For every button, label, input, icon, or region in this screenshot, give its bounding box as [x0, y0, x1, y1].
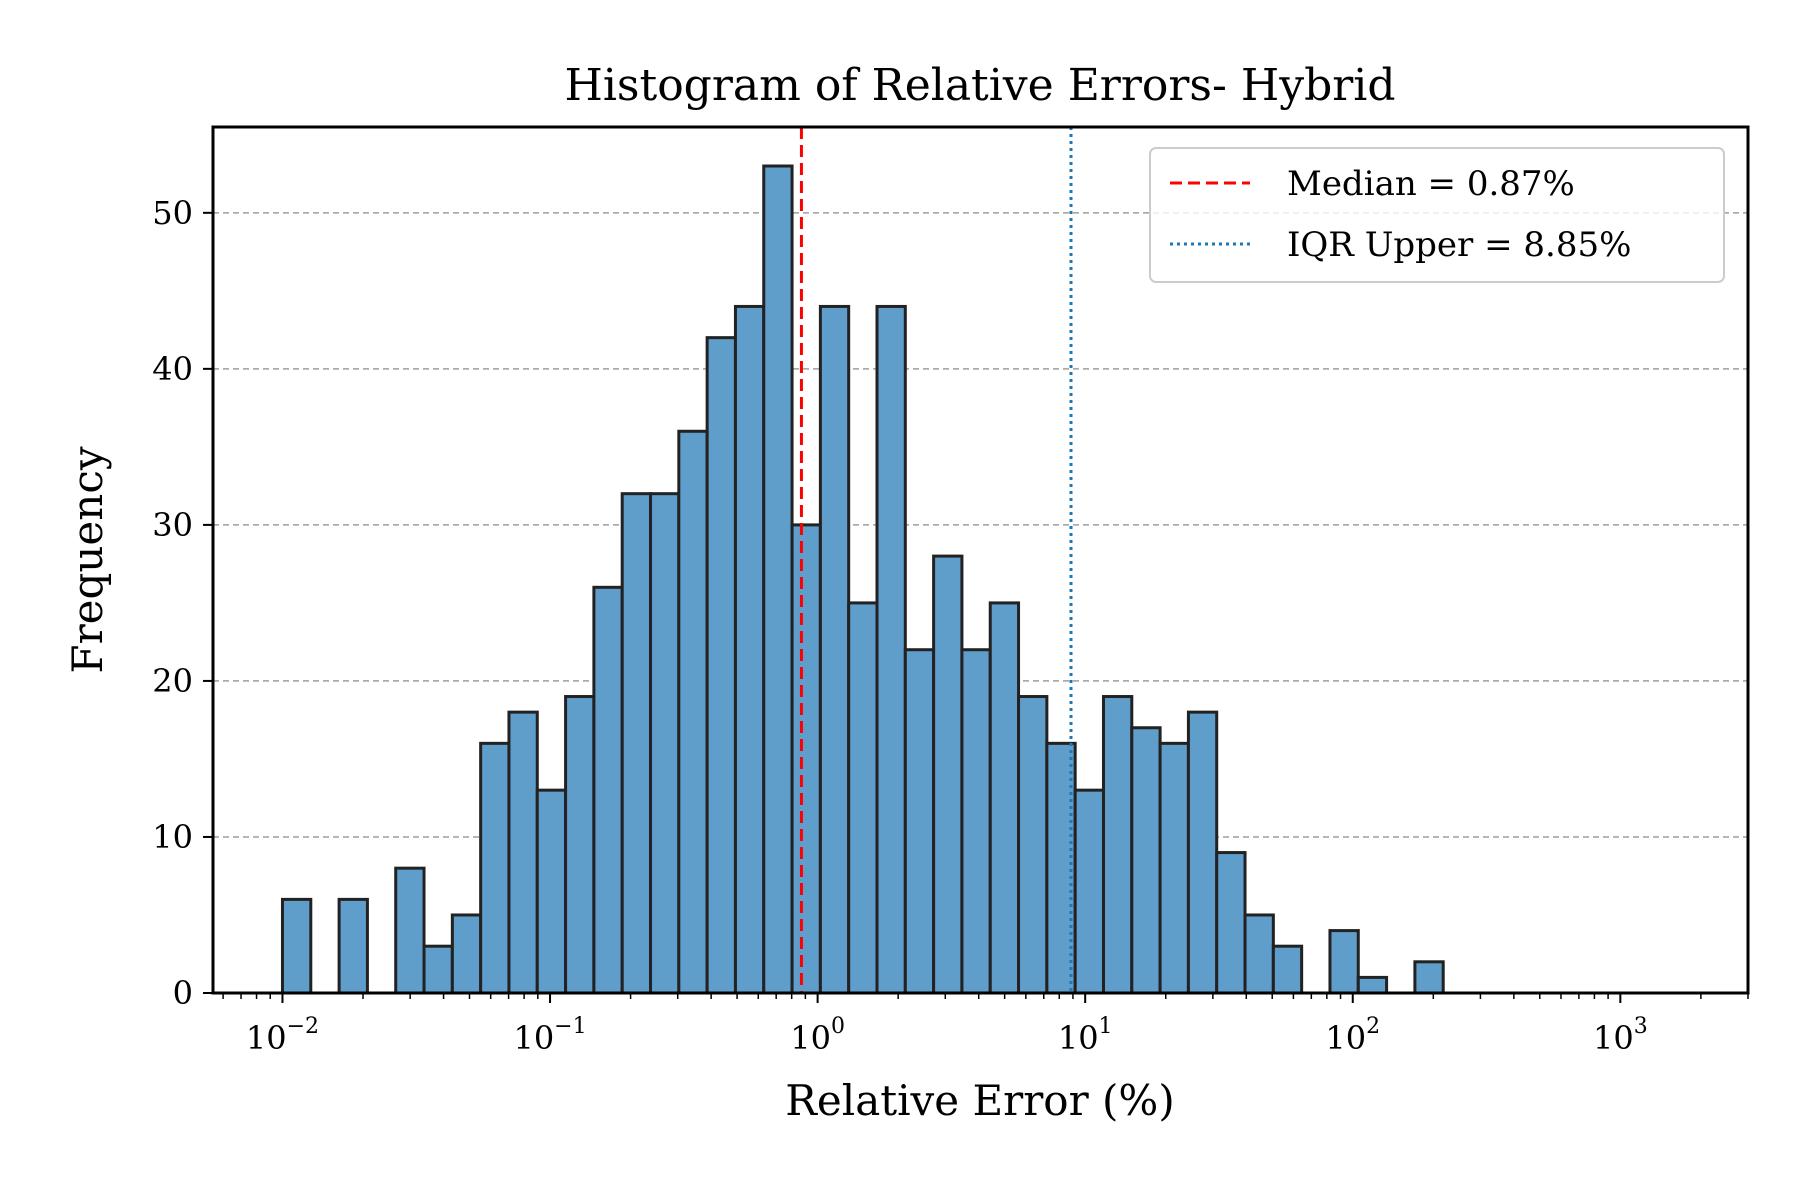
histogram-bar — [1017, 695, 1049, 995]
histogram-bar — [1130, 726, 1162, 995]
reference-lines — [799, 127, 1073, 993]
histogram-bar — [1356, 975, 1389, 995]
histogram-bar — [649, 492, 681, 995]
histogram-bar — [280, 897, 313, 995]
histogram-bar — [337, 897, 369, 995]
histogram-bar — [1158, 741, 1190, 995]
histogram-bar — [592, 585, 624, 995]
x-tick-label: 10−1 — [513, 1014, 586, 1057]
x-tick-label: 103 — [1593, 1014, 1648, 1057]
histogram-bar — [847, 601, 879, 995]
x-tick-label: 101 — [1058, 1014, 1113, 1057]
histogram-bar — [450, 913, 483, 995]
histogram-bar — [818, 304, 851, 995]
legend-box — [1149, 147, 1725, 283]
histogram-bar — [1186, 710, 1219, 995]
histogram-bar — [988, 601, 1021, 995]
histogram-bar — [1328, 929, 1360, 995]
histogram-bar — [535, 788, 568, 995]
histogram-bar — [705, 336, 737, 995]
x-tick-label: 10−2 — [246, 1014, 319, 1057]
x-tick-label: 102 — [1325, 1014, 1380, 1057]
legend-label-median: Median = 0.87% — [1287, 164, 1575, 204]
legend: Median = 0.87% IQR Upper = 8.85% — [1149, 147, 1725, 283]
histogram-bar — [1215, 851, 1247, 995]
plot-frame — [211, 125, 1750, 995]
y-axis-label: Frequency — [63, 446, 112, 673]
x-axis-label: Relative Error (%) — [785, 1076, 1174, 1125]
x-tick-label: 100 — [790, 1014, 845, 1057]
y-tick-label: 0 — [173, 974, 193, 1012]
histogram-bar — [733, 304, 766, 995]
histogram-bar — [903, 648, 936, 995]
axis-ticks: 10−2 10−1 100 101 102 103 0 10 20 30 40 50 — [152, 194, 1749, 1057]
histogram-bar — [564, 695, 596, 995]
histogram-bar — [790, 523, 822, 995]
y-tick-label: 50 — [152, 194, 193, 232]
histogram-bar — [422, 944, 454, 995]
histogram-bar — [932, 554, 964, 995]
histogram-bar — [677, 429, 709, 995]
histogram-bar — [394, 866, 426, 995]
y-tick-label: 10 — [152, 818, 193, 856]
histogram-bar — [1073, 788, 1105, 995]
histogram-bar — [960, 648, 992, 995]
histogram-bar — [620, 492, 653, 995]
grid-lines — [213, 212, 1748, 838]
y-tick-label: 20 — [152, 662, 193, 700]
legend-label-iqr-upper: IQR Upper = 8.85% — [1287, 225, 1631, 265]
y-tick-label: 30 — [152, 506, 193, 544]
histogram-bar — [1243, 913, 1275, 995]
histogram-bars — [280, 164, 1445, 995]
histogram-bar — [762, 164, 794, 995]
chart-title: Histogram of Relative Errors- Hybrid — [564, 60, 1395, 111]
histogram-bar — [1101, 695, 1134, 995]
histogram-bar — [479, 741, 511, 995]
y-tick-label: 40 — [152, 350, 193, 388]
histogram-bar — [1271, 944, 1304, 995]
histogram-bar — [875, 304, 907, 995]
histogram-bar — [507, 710, 539, 995]
histogram-bar — [1413, 960, 1445, 995]
